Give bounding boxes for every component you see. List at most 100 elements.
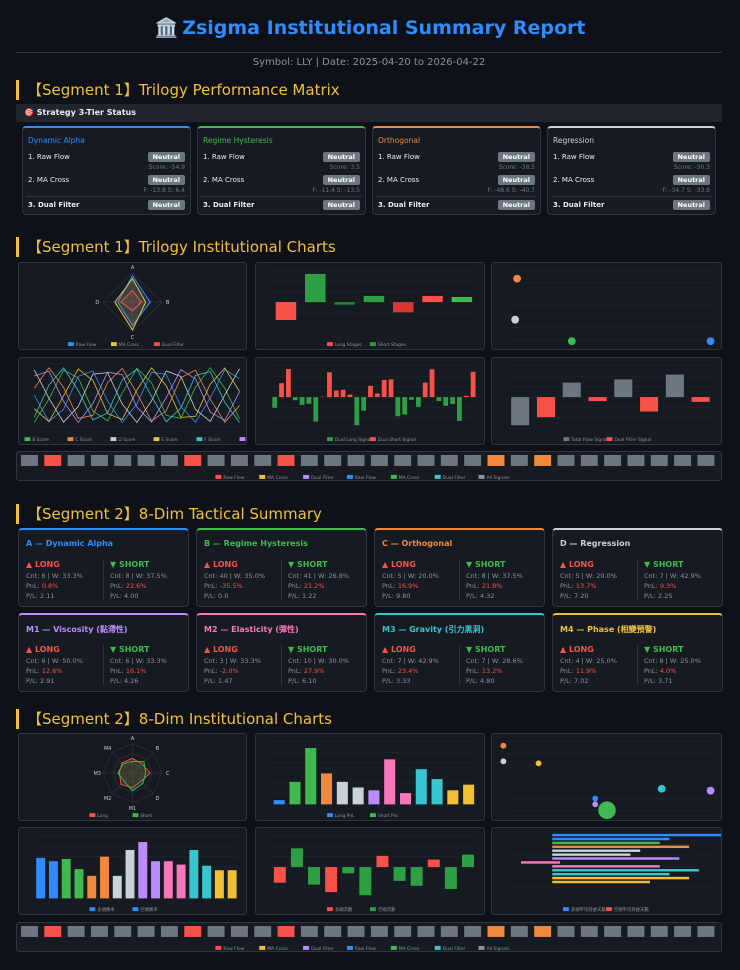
radar-axis-label: C <box>131 335 135 341</box>
radar-axis <box>132 752 154 774</box>
short-label: ▼ SHORT <box>466 645 506 654</box>
long-label: ▲ LONG <box>560 560 594 569</box>
bar <box>431 779 443 805</box>
legend-swatch <box>327 437 333 442</box>
signal-cell <box>580 925 598 937</box>
long-stats: ▲ LONG Cnt: 5 | W: 20.0% PnL: 13.7% P/L: 7.… <box>560 560 638 601</box>
bar <box>444 867 457 889</box>
bar <box>422 382 428 398</box>
long-label: ▲ LONG <box>382 560 416 569</box>
short-pnl: PnL: 13.2% <box>466 667 503 675</box>
signal-strip-svg: Raw Flow MA Cross Dual Filter Raw Flow MA Cr… <box>20 454 715 481</box>
scatter-point <box>500 758 507 765</box>
bar <box>202 865 212 899</box>
hbar <box>552 845 690 849</box>
bar <box>36 857 46 899</box>
chart-scatter-trilogy <box>491 262 722 350</box>
legend-swatch <box>390 945 397 950</box>
long-count: Cnt: 40 | W: 35.0% <box>204 572 266 580</box>
dim-card-3: D — Regression ▲ LONG Cnt: 5 | W: 20.0% Pn… <box>552 528 723 607</box>
legend-label: Short <box>140 813 152 819</box>
chart-scatter-8dim-svg <box>500 741 715 820</box>
status-badge: Neutral <box>147 175 185 185</box>
tier-card-0: Dynamic Alpha 1. Raw Flow Neutral Score: … <box>22 126 191 215</box>
short-stats: ▼ SHORT Cnt: 8 | W: 25.0% PnL: 4.0% P/L: 3.… <box>644 645 722 686</box>
tier-name: Orthogonal <box>378 136 421 145</box>
report-title: 🏛️ Zsigma Institutional Summary Report <box>0 16 740 39</box>
divider <box>201 196 362 197</box>
legend-label: MA Cross <box>267 946 288 952</box>
bar <box>292 397 298 401</box>
bar <box>691 397 710 402</box>
short-pl: P/L: 4.26 <box>110 677 139 685</box>
signal-cell <box>440 925 458 937</box>
legend-swatch <box>370 907 376 912</box>
bar <box>273 800 285 805</box>
tier-row-raw: 1. Raw Flow Neutral <box>378 152 535 163</box>
signal-cell <box>417 925 435 937</box>
legend-label: MA Cross <box>399 475 420 481</box>
signal-cell <box>510 454 528 466</box>
scatter-point <box>535 760 542 767</box>
scatter-point <box>598 801 616 820</box>
radar-series <box>117 760 147 792</box>
legend-swatch <box>563 437 570 442</box>
long-stats: ▲ LONG Cnt: 5 | W: 20.0% PnL: 16.9% P/L: 9.… <box>382 560 460 601</box>
legend-swatch <box>132 813 139 818</box>
signal-cell <box>300 454 318 466</box>
legend-label: C Score <box>75 437 92 443</box>
legend-label: Raw Flow <box>355 475 376 481</box>
status-badge: Neutral <box>497 152 535 162</box>
long-pnl: PnL: 12.6% <box>26 667 63 675</box>
signal-cell <box>67 925 85 937</box>
bar <box>470 371 476 398</box>
score-text: F: -11.4 S: -13.5 <box>312 187 360 194</box>
tier-row-dual: 3. Dual Filter Neutral <box>28 200 185 211</box>
score-line <box>34 368 240 424</box>
legend-label: Dual Filter <box>162 342 184 348</box>
signal-cell <box>487 925 505 937</box>
bar <box>48 861 58 899</box>
dim-card-1: B — Regime Hysteresis ▲ LONG Cnt: 40 | W:… <box>196 528 367 607</box>
signal-cell <box>464 454 482 466</box>
signal-cell <box>650 454 668 466</box>
legend-label: E Score <box>161 437 178 443</box>
legend-label: MA Cross <box>399 946 420 952</box>
long-count: Cnt: 6 | W: 50.0% <box>26 657 83 665</box>
dim-card-2: C — Orthogonal ▲ LONG Cnt: 5 | W: 20.0% Pn… <box>374 528 545 607</box>
legend-label: F Score <box>204 437 220 443</box>
signal-cell <box>697 925 715 937</box>
hbar <box>552 865 660 868</box>
legend-label: Dual Filter <box>311 946 334 952</box>
hbar <box>552 853 631 856</box>
dim-title: A — Dynamic Alpha <box>26 539 114 548</box>
divider <box>103 645 104 685</box>
divider <box>551 196 712 197</box>
score-text: Score: 3.5 <box>329 164 360 171</box>
scatter-point <box>706 337 715 346</box>
signal-cell <box>254 925 272 937</box>
tier-name: Regression <box>553 136 595 145</box>
signal-cell <box>230 454 248 466</box>
signal-strip: Raw Flow MA Cross Dual Filter Raw Flow MA Cr… <box>16 451 722 481</box>
bar <box>189 849 199 899</box>
short-pl: P/L: 4.32 <box>466 592 495 600</box>
tier-row-ma: 2. MA Cross Neutral <box>28 175 185 186</box>
legend-swatch <box>259 474 266 479</box>
divider <box>281 645 282 685</box>
bar <box>336 781 348 805</box>
signal-cell <box>464 925 482 937</box>
status-badge: Neutral <box>672 200 710 210</box>
score-line <box>33 367 240 423</box>
bar <box>614 379 633 398</box>
chart-flow-bars: Total Flow Signal Dual Filter Signal <box>491 357 722 445</box>
signal-cell <box>674 454 692 466</box>
legend-label: Dual Filter Signal <box>614 437 651 443</box>
bar <box>227 870 237 899</box>
scatter-point <box>500 742 507 749</box>
short-label: ▼ SHORT <box>110 645 150 654</box>
long-pl: P/L: 0.0 <box>204 592 229 600</box>
chart-radar-8dim: A B C D M1 M2 M3 M4 Long Short <box>18 733 247 821</box>
